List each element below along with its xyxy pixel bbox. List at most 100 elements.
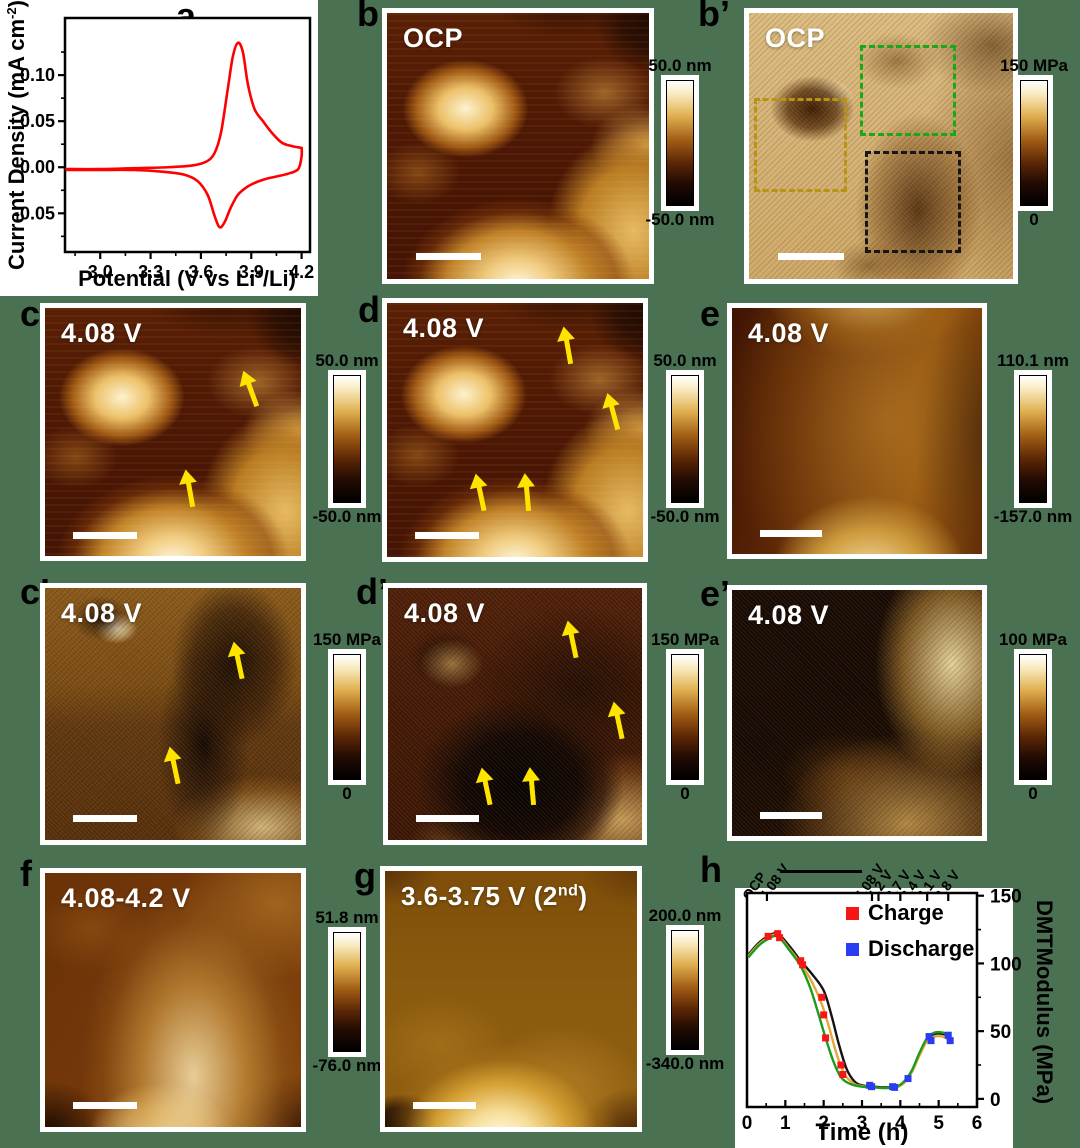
afm-scan-image: 4.08 V xyxy=(45,308,301,556)
discharge-marker xyxy=(944,1031,952,1039)
voltage-annotation: 4.08 V xyxy=(748,600,830,630)
charge-marker xyxy=(799,961,807,969)
cv-x-axis-label: Potential (V vs Li+/Li) xyxy=(78,265,296,292)
scan-texture xyxy=(45,588,301,840)
cv-curve xyxy=(65,41,303,171)
discharge-swatch xyxy=(846,942,859,956)
colorbar-min-label: 0 xyxy=(1028,784,1038,804)
afm-scan-image: 4.08 V xyxy=(732,308,982,554)
colorbar-b-prime: 150 MPa 0 xyxy=(986,56,1080,231)
colorbar-min-label: -340.0 nm xyxy=(645,1054,725,1074)
colorbar-max-label: 50.0 nm xyxy=(315,351,379,370)
x-tick-label: 3.0 xyxy=(88,262,113,282)
afm-panel-c-topography: 4.08 V xyxy=(40,303,306,561)
scan-texture xyxy=(388,588,642,840)
colorbar-max-label: 110.1 nm xyxy=(997,351,1069,370)
panel-label-f: f xyxy=(20,853,32,894)
afm-scan-image: 4.08 V xyxy=(732,590,982,836)
voltage-annotation: OCP xyxy=(403,23,464,53)
roi-box-green xyxy=(859,44,956,137)
voltage-annotation: 4.08-4.2 V xyxy=(61,883,191,913)
discharge-marker xyxy=(946,1037,954,1045)
scan-texture xyxy=(45,308,301,556)
colorbar-gradient xyxy=(333,654,361,781)
discharge-marker xyxy=(927,1037,935,1045)
colorbar-min-label: 0 xyxy=(1029,210,1039,230)
roi-box-dark-yellow xyxy=(754,98,848,192)
scale-bar xyxy=(412,1102,476,1110)
x-tick-label: 4 xyxy=(895,1113,906,1134)
charge-marker xyxy=(818,993,826,1001)
y-tick-label: 0 xyxy=(990,1090,1001,1111)
colorbar-max-label: 50.0 nm xyxy=(648,56,712,75)
colorbar-f: 51.8 nm -76.0 nm xyxy=(299,908,395,1077)
discharge-label: Discharge xyxy=(868,936,975,961)
colorbar-gradient xyxy=(671,654,699,781)
x-tick-label: 0 xyxy=(742,1113,753,1134)
afm-scan-image: 3.6-3.75 V (2nd) xyxy=(385,871,637,1127)
charge-label: Charge xyxy=(868,900,944,925)
charge-marker xyxy=(839,1070,847,1078)
scale-bar xyxy=(778,253,845,261)
modulus-line xyxy=(747,934,952,1090)
colorbar-e: 110.1 nm -157.0 nm xyxy=(985,351,1080,528)
colorbar-e-prime: 100 MPa 0 xyxy=(985,630,1080,805)
colorbar-gradient xyxy=(1019,654,1047,781)
afm-panel-d-prime-modulus: 4.08 V xyxy=(383,583,647,845)
afm-scan-image: 4.08-4.2 V xyxy=(45,873,301,1127)
colorbar-d-prime: 150 MPa 0 xyxy=(637,630,733,805)
colorbar-gradient xyxy=(333,375,361,504)
axes-frame xyxy=(63,16,312,254)
afm-panel-f-topography: 4.08-4.2 V xyxy=(40,868,306,1132)
x-tick-label: 3.9 xyxy=(239,262,264,282)
colorbar-max-label: 100 MPa xyxy=(998,630,1068,649)
panel-label-b: b xyxy=(357,0,379,34)
scale-bar xyxy=(73,531,138,539)
discharge-marker xyxy=(904,1075,912,1083)
voltage-annotation: 4.08 V xyxy=(61,598,143,628)
x-tick-label: 3.6 xyxy=(188,262,213,282)
voltage-annotation: 3.6-3.75 V (2nd) xyxy=(401,881,588,911)
charge-marker xyxy=(776,934,784,942)
panel-label-c: c xyxy=(20,293,41,334)
scan-texture xyxy=(387,13,649,279)
colorbar-max-label: 51.8 nm xyxy=(315,908,379,927)
x-tick-label: 5 xyxy=(933,1113,944,1134)
colorbar-max-label: 150 MPa xyxy=(312,630,382,649)
colorbar-c-prime: 150 MPa 0 xyxy=(299,630,395,805)
scale-bar xyxy=(73,815,138,823)
voltage-annotation: 4.08 V xyxy=(61,318,143,348)
x-tick-label: 4.2 xyxy=(289,262,314,282)
discharge-marker xyxy=(925,1033,933,1041)
colorbar-max-label: 150 MPa xyxy=(999,56,1069,75)
afm-scan-image: OCP xyxy=(749,13,1013,279)
panel-label-d: d xyxy=(358,289,380,330)
cv-plot: 3.0 3.3 3.6 3.9 4.2 -0.05 0.00 0.05 0.10 xyxy=(14,16,314,282)
colorbar-min-label: -157.0 nm xyxy=(993,507,1073,527)
y-tick-label: 50 xyxy=(990,1022,1011,1043)
charge-marker xyxy=(774,930,782,938)
panel-label-e: e xyxy=(700,293,721,334)
afm-panel-g-topography: 3.6-3.75 V (2nd) xyxy=(380,866,642,1132)
charge-marker xyxy=(837,1061,845,1069)
x-tick-label: 6 xyxy=(972,1113,983,1134)
afm-scan-image: 4.08 V xyxy=(45,588,301,840)
colorbar-g: 200.0 nm -340.0 nm xyxy=(637,906,733,1075)
scan-texture xyxy=(387,303,643,557)
colorbar-max-label: 150 MPa xyxy=(650,630,720,649)
charge-marker xyxy=(820,1011,828,1019)
panel-label-h: h xyxy=(700,849,722,890)
voltage-annotation: 4.08 V xyxy=(404,598,486,628)
colorbar-c: 50.0 nm -50.0 nm xyxy=(299,351,395,528)
colorbar-min-label: -50.0 nm xyxy=(312,507,382,527)
y-tick-label: 100 xyxy=(990,954,1022,975)
scale-bar xyxy=(415,815,480,823)
colorbar-b: 50.0 nm -50.0 nm xyxy=(632,56,728,231)
x-tick-label: 2 xyxy=(818,1113,829,1134)
colorbar-min-label: 0 xyxy=(342,784,352,804)
cv-y-axis-label: Current Density (mA cm-2) xyxy=(3,0,30,270)
discharge-marker xyxy=(891,1083,899,1091)
axes-frame xyxy=(745,891,979,1109)
charge-marker xyxy=(822,1034,830,1042)
